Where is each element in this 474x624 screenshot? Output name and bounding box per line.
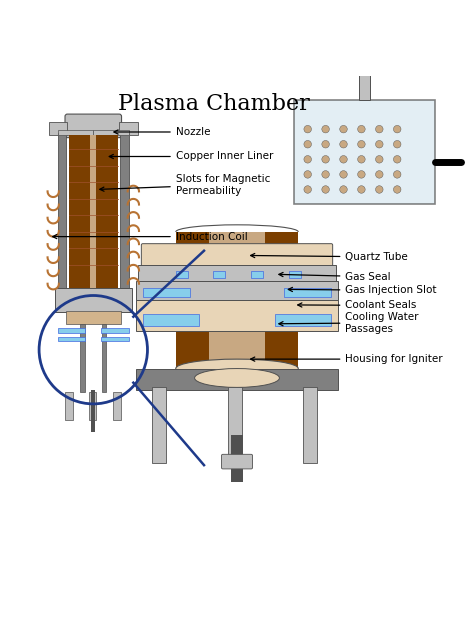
Bar [143, 288, 190, 297]
Circle shape [357, 140, 365, 148]
Bar [176, 232, 210, 369]
Circle shape [340, 155, 347, 163]
Circle shape [304, 125, 311, 133]
Circle shape [375, 140, 383, 148]
Bar [120, 133, 128, 288]
Text: Slots for Magnetic
Permeability: Slots for Magnetic Permeability [100, 174, 270, 195]
FancyBboxPatch shape [65, 114, 121, 138]
Circle shape [340, 125, 347, 133]
Bar [176, 271, 188, 278]
Bar [210, 232, 264, 369]
Text: Coolant Seals: Coolant Seals [298, 300, 417, 310]
Circle shape [304, 186, 311, 193]
Text: Gas Seal: Gas Seal [279, 271, 391, 281]
Circle shape [304, 155, 311, 163]
Bar [138, 265, 336, 281]
Circle shape [322, 155, 329, 163]
Text: Cooling Water
Passages: Cooling Water Passages [279, 312, 419, 334]
Text: Plasma Chamber: Plasma Chamber [118, 93, 310, 115]
Bar [101, 328, 128, 333]
Bar [80, 324, 85, 392]
Text: Gas Injection Slot: Gas Injection Slot [288, 285, 437, 295]
Circle shape [340, 186, 347, 193]
Bar [228, 388, 242, 463]
Circle shape [322, 170, 329, 178]
Circle shape [340, 170, 347, 178]
Bar [91, 390, 95, 432]
Text: Quartz Tube: Quartz Tube [251, 252, 408, 262]
Bar [58, 130, 93, 135]
Circle shape [393, 140, 401, 148]
Bar [48, 122, 67, 135]
Bar [102, 324, 107, 392]
Circle shape [357, 170, 365, 178]
Bar [101, 336, 128, 341]
Bar [89, 392, 96, 421]
Bar [152, 388, 166, 463]
Circle shape [322, 140, 329, 148]
Circle shape [322, 125, 329, 133]
Bar [136, 281, 338, 300]
Bar [251, 271, 263, 278]
Text: Induction Coil: Induction Coil [53, 232, 247, 241]
FancyBboxPatch shape [221, 454, 253, 469]
Bar [96, 135, 118, 288]
Circle shape [322, 186, 329, 193]
Bar [289, 271, 301, 278]
Circle shape [375, 170, 383, 178]
Ellipse shape [195, 369, 279, 388]
Bar [284, 288, 331, 297]
Circle shape [393, 155, 401, 163]
Circle shape [357, 125, 365, 133]
Bar [58, 336, 85, 341]
Bar [275, 314, 331, 326]
Bar [358, 72, 370, 100]
Bar [58, 133, 66, 288]
Circle shape [304, 170, 311, 178]
Bar [91, 135, 96, 288]
Circle shape [340, 140, 347, 148]
Bar [303, 388, 317, 463]
Bar [58, 328, 85, 333]
Circle shape [357, 186, 365, 193]
Bar [113, 392, 120, 421]
Circle shape [393, 170, 401, 178]
FancyBboxPatch shape [141, 244, 333, 266]
Circle shape [393, 186, 401, 193]
Circle shape [375, 186, 383, 193]
Circle shape [375, 125, 383, 133]
Circle shape [304, 140, 311, 148]
Bar [264, 232, 298, 369]
Bar [136, 300, 338, 331]
Ellipse shape [176, 359, 298, 378]
Text: Nozzle: Nozzle [114, 127, 210, 137]
Text: Copper Inner Liner: Copper Inner Liner [109, 152, 273, 162]
Bar [65, 392, 73, 421]
Bar [66, 311, 120, 324]
Bar [231, 434, 243, 482]
Polygon shape [359, 53, 369, 72]
FancyBboxPatch shape [293, 100, 435, 203]
Bar [55, 288, 132, 312]
Circle shape [375, 155, 383, 163]
Circle shape [357, 155, 365, 163]
Bar [213, 271, 225, 278]
Bar [119, 122, 138, 135]
Bar [143, 314, 199, 326]
Bar [69, 135, 91, 288]
Text: Housing for Igniter: Housing for Igniter [251, 354, 443, 364]
Bar [136, 369, 338, 390]
Bar [93, 130, 128, 135]
Circle shape [393, 125, 401, 133]
